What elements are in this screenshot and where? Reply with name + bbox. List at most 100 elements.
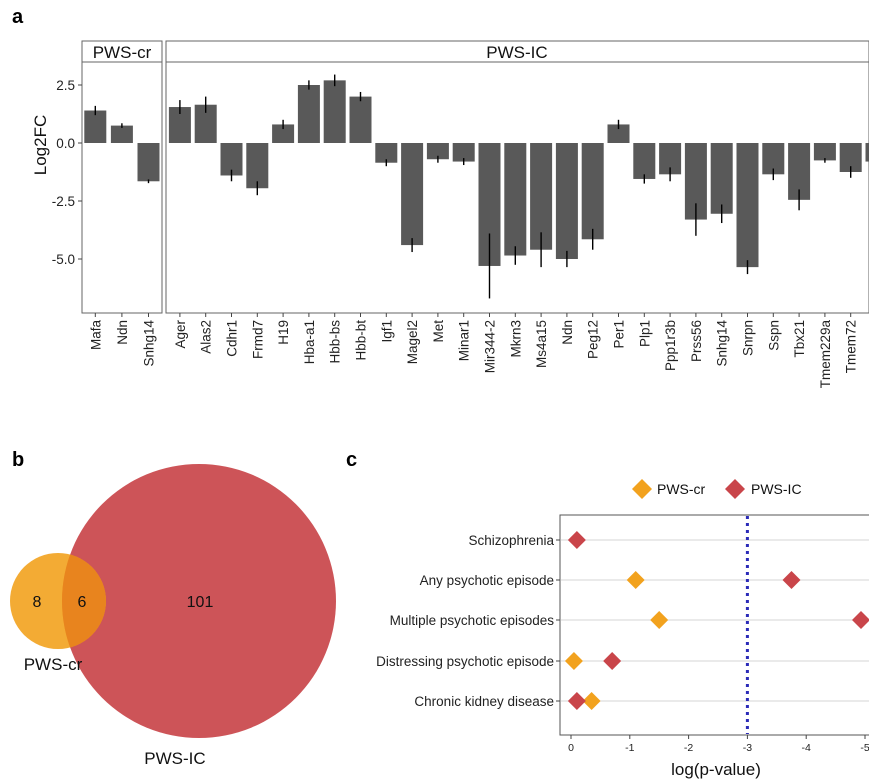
point-pws-ic-schizophrenia: [567, 531, 586, 549]
x-tick-label-pws-ic-hbb-bt: Hbb-bt: [354, 320, 369, 361]
x-tick-label-pws-cr-ndn: Ndn: [115, 320, 130, 345]
x-tick-label-pws-ic-tmem229a: Tmem229a: [818, 320, 833, 389]
x-tick-label-pws-ic-cdhr1: Cdhr1: [225, 320, 240, 357]
category-label-chronic-kidney-disease: Chronic kidney disease: [414, 694, 554, 709]
x-tick-label-pws-ic-snrpn: Snrpn: [741, 320, 756, 356]
point-pws-cr-chronic-kidney-disease: [582, 692, 601, 710]
pvalue-dot-plot: PWS-cr PWS-IC Schizophrenia Any psychotic…: [376, 479, 869, 779]
x-tick-label-pws-ic-minar1: Minar1: [457, 320, 472, 361]
bar-pws-ic-magel2: [401, 143, 424, 246]
x-tick-label-pws-ic-h19: H19: [276, 320, 291, 345]
bar-pws-ic-sspn: [762, 143, 785, 175]
panel-b-label: b: [12, 449, 24, 471]
plot-frame: [559, 514, 869, 736]
x-tick-label-pws-ic-snhg14: Snhg14: [715, 320, 730, 367]
x-tick-label-pws-ic-ndn: Ndn: [560, 320, 575, 345]
x-tick-label-pws-ic-ms4a15: Ms4a15: [534, 320, 549, 368]
legend: PWS-cr PWS-IC: [632, 479, 802, 499]
bar-pws-cr-ndn: [110, 125, 133, 143]
point-pws-ic-distressing-psychotic-episode: [603, 652, 622, 670]
bar-pws-ic-mkrn3: [504, 143, 527, 256]
panel-c-label: c: [346, 449, 357, 471]
category-labels: Schizophrenia Any psychotic episode Multip…: [376, 533, 560, 709]
category-label-any-psychotic-episode: Any psychotic episode: [420, 573, 554, 588]
facet-pws-ic: PWS-IC Ager Alas2 Cdhr1 Frmd7 H19 Hba-a1 Hbb-b…: [165, 40, 869, 389]
bar-pws-ic-plp1: [633, 143, 656, 179]
facet-title-pws-ic: PWS-IC: [486, 43, 547, 62]
facet-frame-pws-cr: [81, 61, 163, 314]
bar-pws-ic-tbx21: [788, 143, 811, 200]
x-tick-label-pws-cr-snhg14: Snhg14: [142, 320, 157, 367]
point-pws-cr-multiple-psychotic-episodes: [650, 611, 669, 629]
category-label-distressing-psychotic-episode: Distressing psychotic episode: [376, 654, 554, 669]
legend-label-pws-ic: PWS-IC: [751, 481, 802, 497]
x-tick-label-pws-ic-mir344-2: Mir344-2: [483, 320, 498, 373]
venn-count-pws-ic-only: 101: [187, 594, 214, 611]
bar-pws-ic-hbb-bt: [349, 96, 372, 143]
bars-pws-ic: Ager Alas2 Cdhr1 Frmd7 H19 Hba-a1 Hbb-bs Hbb-bt…: [168, 74, 869, 389]
bar-pws-cr-snhg14: [137, 143, 160, 182]
point-pws-ic-any-psychotic-episode: [782, 571, 801, 589]
bar-pws-ic-alas2: [194, 104, 217, 143]
legend-label-pws-cr: PWS-cr: [657, 481, 706, 497]
log2fc-bar-chart: Log2FC PWS-cr Mafa Ndn Snhg14 PWS-IC Ager A…: [31, 40, 869, 389]
bar-pws-ic-per1: [607, 124, 630, 143]
point-pws-ic-chronic-kidney-disease: [567, 692, 586, 710]
y-tick-label: 2.5: [56, 78, 75, 93]
legend-marker-pws-ic: [725, 479, 745, 499]
bar-pws-ic-igf1: [375, 143, 398, 163]
x-tick-label-pws-ic-mkrn3: Mkrn3: [508, 320, 523, 358]
y-tick-label: 0.0: [56, 136, 75, 151]
venn-count-overlap: 6: [78, 594, 87, 611]
bar-pws-ic-tmem72: [839, 143, 862, 172]
point-pws-ic-multiple-psychotic-episodes: [852, 611, 869, 629]
x-tick-label-pws-ic-hba-a1: Hba-a1: [302, 320, 317, 364]
bar-pws-ic-ms4a15: [530, 143, 553, 250]
x-tick-label-pws-ic-tmem72: Tmem72: [844, 320, 859, 373]
x-tick-label-pws-ic-met: Met: [431, 320, 446, 343]
bar-pws-ic-frmd7: [246, 143, 269, 189]
x-axis-ticks: 0 -1 -2 -3 -4 -5: [568, 735, 869, 754]
bar-pws-ic-ppp1r3b: [659, 143, 682, 175]
y-axis-label: Log2FC: [31, 115, 50, 175]
x-tick-label: -4: [802, 742, 811, 754]
bars-pws-cr: Mafa Ndn Snhg14: [84, 105, 160, 367]
y-tick-label: -5.0: [52, 252, 75, 267]
x-tick-label-pws-ic-prss56: Prss56: [689, 320, 704, 362]
x-tick-label-pws-ic-per1: Per1: [612, 320, 627, 349]
panel-a-label: a: [12, 6, 24, 28]
legend-marker-pws-cr: [632, 479, 652, 499]
bar-pws-ic-peg12: [581, 143, 604, 240]
points: [564, 531, 869, 710]
x-tick-label-pws-ic-igf1: Igf1: [379, 320, 394, 343]
bar-pws-ic-ndn: [555, 143, 578, 259]
venn-diagram: 8 6 101 PWS-cr PWS-IC: [10, 464, 336, 768]
x-tick-label: -3: [743, 742, 752, 754]
x-tick-label-pws-ic-ager: Ager: [173, 320, 188, 349]
facet-pws-cr: PWS-cr Mafa Ndn Snhg14: [81, 40, 163, 367]
bar-pws-ic-tppp: [865, 143, 869, 162]
y-axis-ticks: 2.5 0.0 -2.5 -5.0: [52, 78, 82, 267]
x-tick-label-pws-ic-frmd7: Frmd7: [250, 320, 265, 359]
x-tick-label-pws-ic-alas2: Alas2: [199, 320, 214, 354]
bar-pws-cr-mafa: [84, 110, 107, 143]
x-tick-label: -2: [684, 742, 693, 754]
x-tick-label: -5: [860, 742, 869, 754]
x-tick-label-pws-cr-mafa: Mafa: [88, 320, 103, 351]
venn-label-pws-ic: PWS-IC: [144, 749, 205, 768]
x-tick-label-pws-ic-plp1: Plp1: [637, 320, 652, 347]
bar-pws-ic-snhg14: [710, 143, 733, 214]
bar-pws-ic-snrpn: [736, 143, 759, 268]
bar-pws-ic-met: [426, 143, 449, 160]
x-tick-label-pws-ic-peg12: Peg12: [586, 320, 601, 359]
x-tick-label-pws-ic-sspn: Sspn: [766, 320, 781, 351]
category-label-schizophrenia: Schizophrenia: [468, 533, 554, 548]
bar-pws-ic-cdhr1: [220, 143, 243, 176]
bar-pws-ic-prss56: [684, 143, 707, 220]
x-tick-label: -1: [625, 742, 634, 754]
bar-pws-ic-mir344-2: [478, 143, 501, 266]
bar-pws-ic-tmem229a: [813, 143, 836, 161]
y-tick-label: -2.5: [52, 194, 75, 209]
facet-title-pws-cr: PWS-cr: [93, 43, 152, 62]
